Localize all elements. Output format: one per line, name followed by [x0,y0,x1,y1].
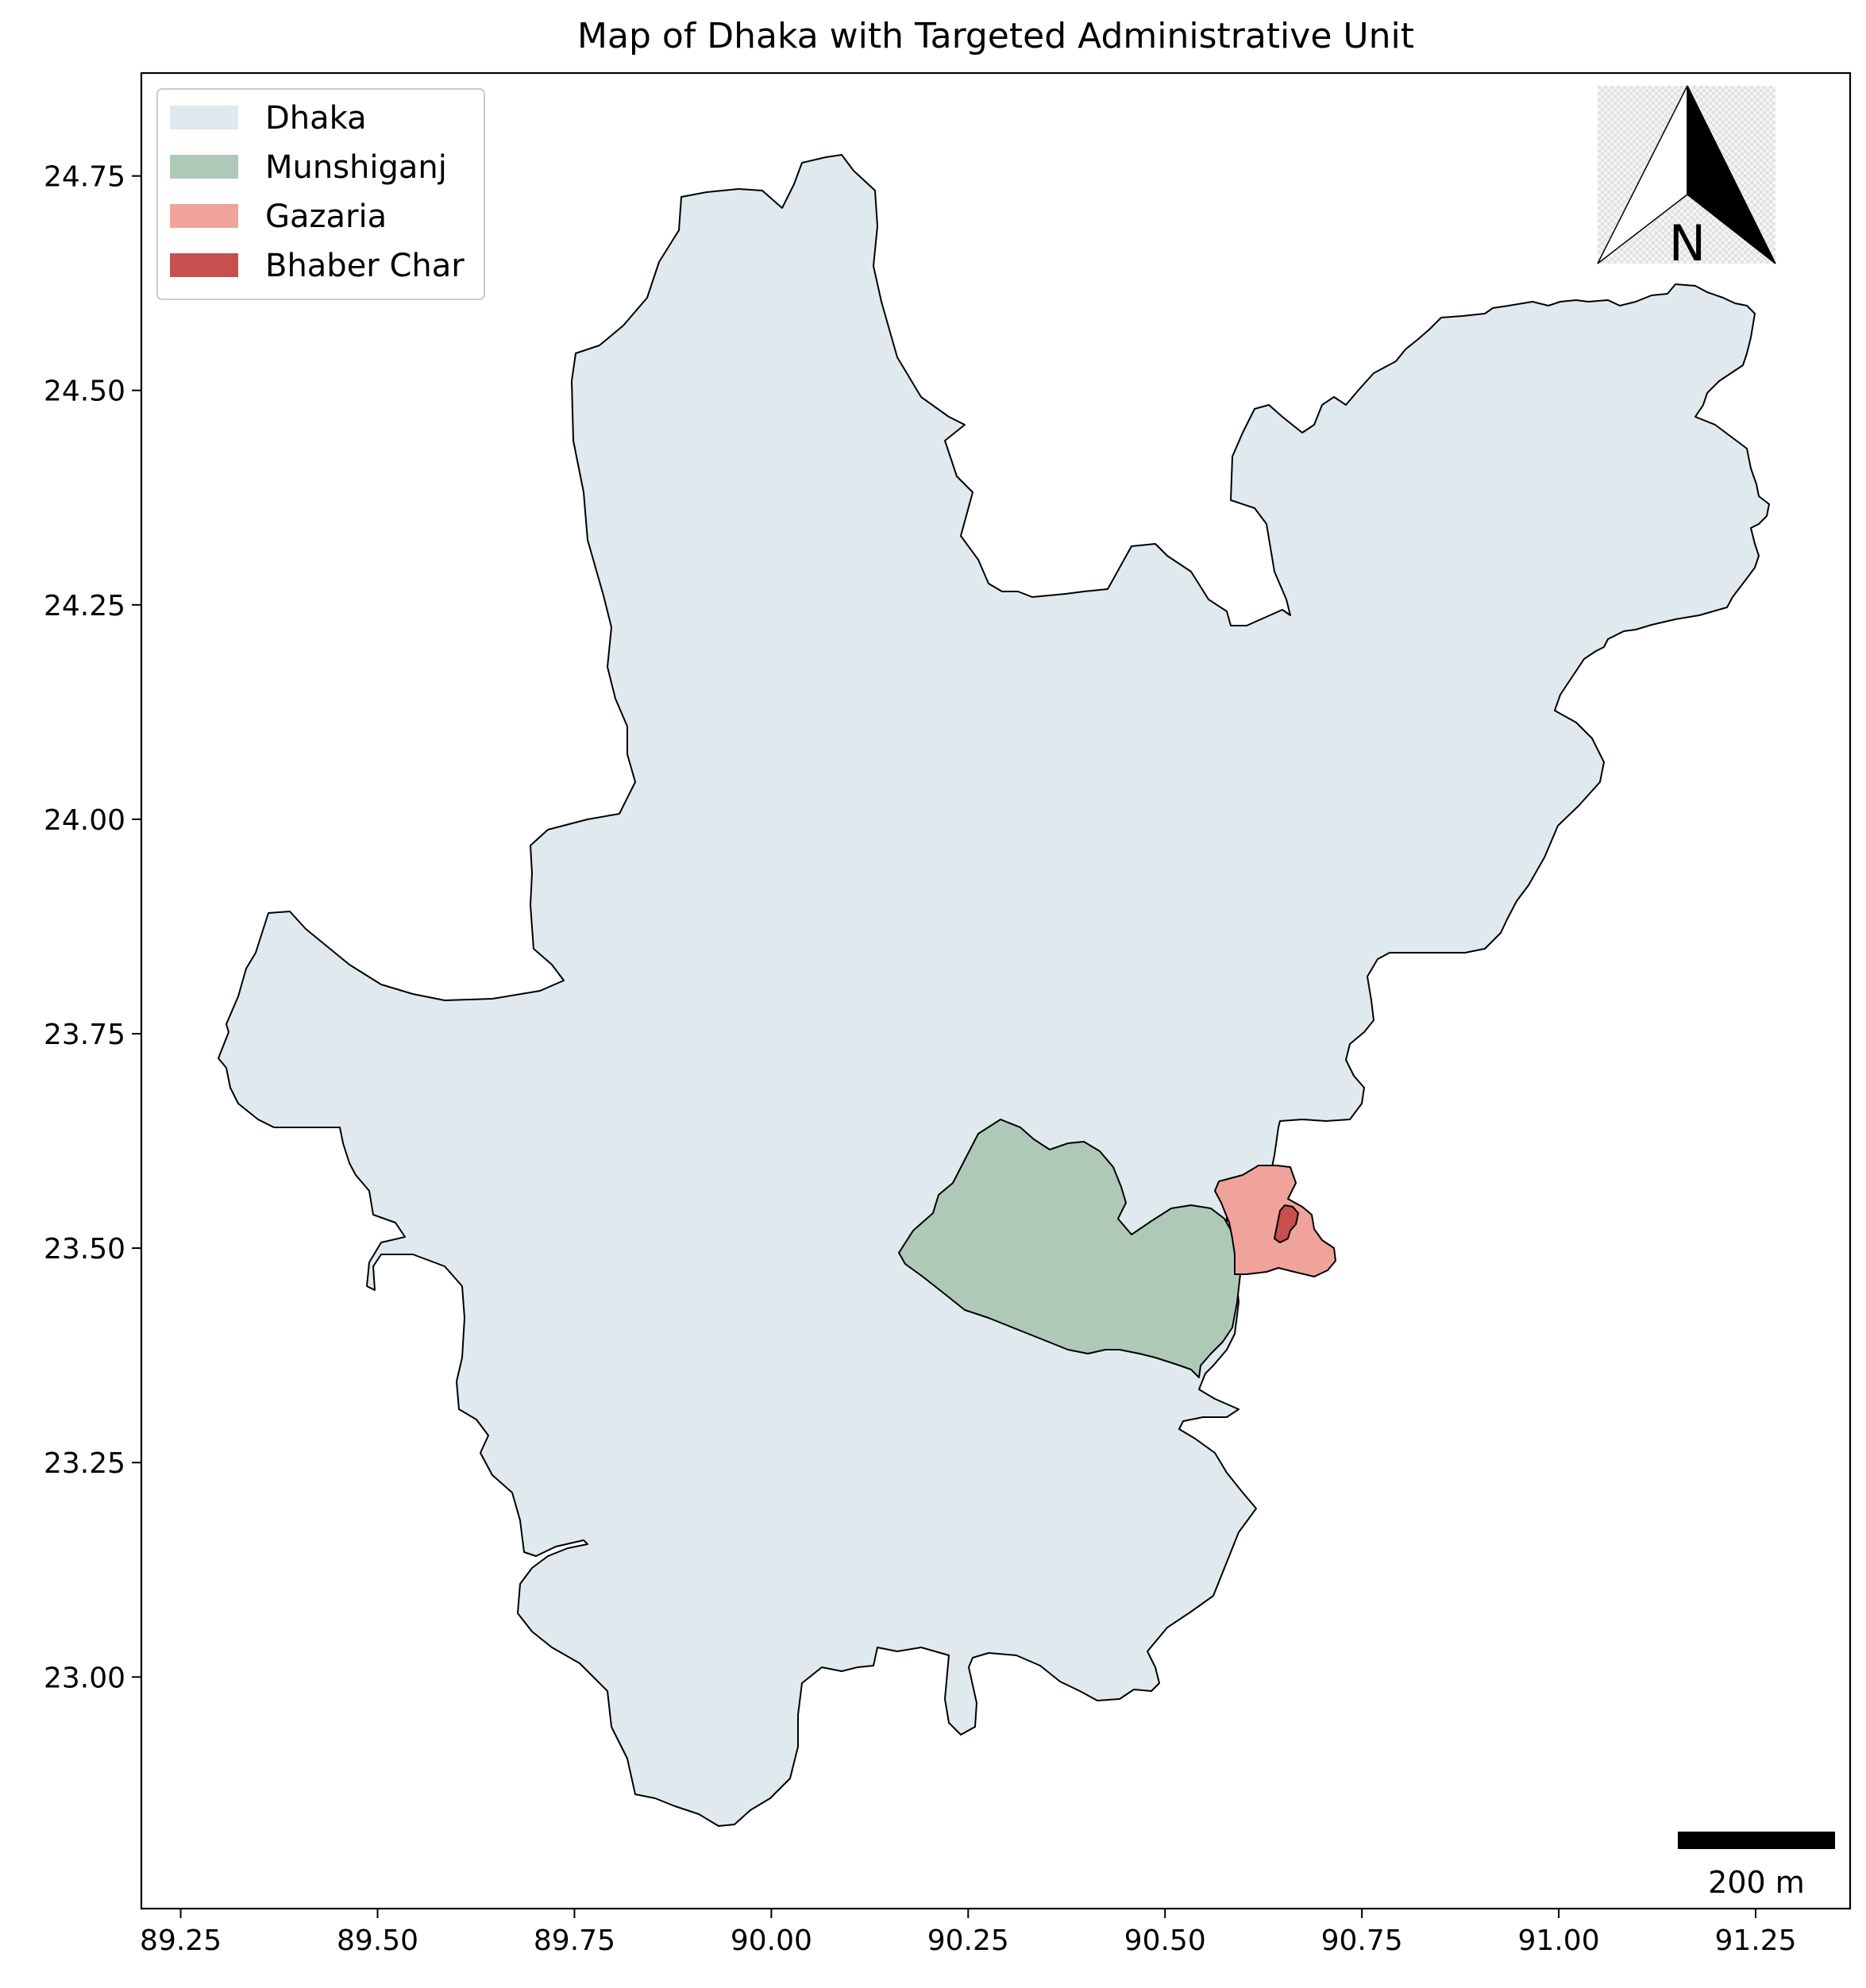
y-tick-label: 23.00 [44,1662,125,1694]
x-axis: 89.25 89.50 89.75 90.00 90.25 90.50 90.75 91.00… [140,1909,1797,1957]
north-arrow-label: N [1669,214,1706,272]
y-axis: 24.75 24.50 24.25 24.00 23.75 23.50 23.25 23.00 [44,161,141,1694]
x-tick-label: 89.75 [534,1924,615,1957]
y-tick-label: 24.50 [44,376,125,408]
x-tick-label: 89.50 [337,1924,418,1957]
x-tick-label: 90.50 [1124,1924,1206,1957]
y-tick-label: 23.75 [44,1019,125,1051]
legend-swatch-munshiganj [170,155,238,179]
axes-frame [140,71,1852,1910]
y-tick-label: 23.50 [44,1233,125,1266]
north-arrow-icon: N [1597,85,1776,272]
legend-label-dhaka: Dhaka [265,100,367,137]
x-tick-label: 91.25 [1714,1924,1796,1957]
legend-box [156,88,485,300]
legend-label-gazaria: Gazaria [265,198,387,235]
y-tick-label: 24.75 [44,161,125,194]
y-tick-label: 24.25 [44,590,125,622]
region-gazaria [1214,1165,1336,1277]
y-tick-label: 24.00 [44,804,125,837]
legend: Dhaka Munshiganj Gazaria Bhaber Char [156,88,485,300]
scale-bar-line [1678,1832,1835,1849]
region-dhaka [218,154,1770,1827]
scale-bar: 200 m [1678,1832,1835,1900]
legend-swatch-dhaka [170,106,238,129]
x-tick-label: 90.75 [1321,1924,1403,1957]
map-regions [218,154,1770,1827]
y-tick-label: 23.25 [44,1447,125,1480]
x-tick-label: 90.25 [927,1924,1009,1957]
region-bhaber-char [1274,1204,1299,1243]
legend-swatch-bhaber-char [170,253,238,277]
legend-swatch-gazaria [170,204,238,228]
x-tick-label: 89.25 [140,1924,222,1957]
legend-label-bhaber-char: Bhaber Char [265,248,465,284]
x-tick-label: 91.00 [1518,1924,1600,1957]
map-title: Map of Dhaka with Targeted Administrativ… [577,16,1414,56]
legend-label-munshiganj: Munshiganj [265,149,447,186]
x-tick-label: 90.00 [731,1924,812,1957]
scale-bar-label: 200 m [1708,1865,1805,1900]
